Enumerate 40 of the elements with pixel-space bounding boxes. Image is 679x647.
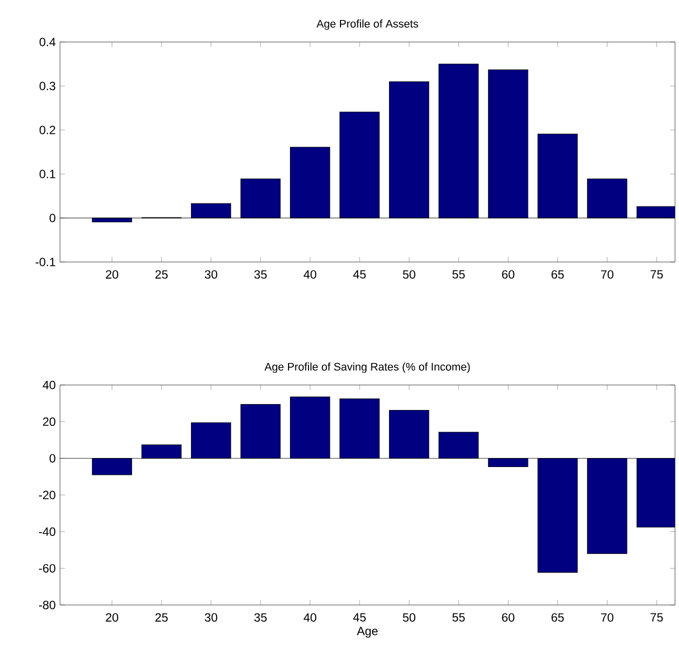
x-tick-label: 50 <box>402 270 416 279</box>
x-tick-label: 60 <box>502 613 514 622</box>
x-tick-label: 30 <box>204 613 218 622</box>
x-tick-label: 65 <box>552 270 564 279</box>
x-tick-label: 75 <box>650 270 663 279</box>
y-tick-label: 40 <box>42 380 56 390</box>
y-tick-label: -20 <box>38 490 56 500</box>
x-tick-label: 20 <box>106 270 118 279</box>
y-tick-label: 0 <box>50 454 56 463</box>
chart-title: Age Profile of Assets <box>316 20 418 30</box>
x-tick-label: 65 <box>552 613 564 622</box>
x-tick-label: 20 <box>106 613 118 622</box>
x-tick-label: 30 <box>204 270 218 279</box>
x-tick-label: 70 <box>601 270 614 279</box>
x-tick-label: 45 <box>353 270 366 279</box>
x-tick-label: 40 <box>304 270 316 279</box>
x-tick-label: 55 <box>452 270 465 279</box>
chart-title: Age Profile of Saving Rates (% of Income) <box>264 362 470 373</box>
x-tick-label: 60 <box>502 270 514 279</box>
x-tick-label: 25 <box>155 613 168 622</box>
x-tick-label: 25 <box>155 270 168 279</box>
x-tick-label: 50 <box>402 613 416 622</box>
x-tick-label: 45 <box>353 613 366 622</box>
x-axis-title: Age <box>356 626 378 638</box>
y-tick-label: 0.1 <box>40 170 56 178</box>
x-tick-label: 55 <box>452 613 465 622</box>
y-tick-label: 0.4 <box>40 38 56 46</box>
x-tick-label: 35 <box>254 270 267 279</box>
y-tick-label: 0.2 <box>40 126 56 134</box>
y-tick-label: 0.3 <box>40 82 56 90</box>
y-tick-label: 20 <box>43 417 56 426</box>
y-tick-label: -80 <box>38 600 56 610</box>
y-tick-label: -40 <box>38 527 56 536</box>
x-tick-label: 35 <box>254 613 267 622</box>
y-tick-label: -60 <box>38 564 56 573</box>
y-tick-label: 0 <box>50 214 56 222</box>
x-tick-label: 40 <box>304 613 316 622</box>
x-tick-label: 70 <box>601 613 614 622</box>
y-tick-label: -0.1 <box>36 258 56 266</box>
x-tick-label: 75 <box>650 613 663 622</box>
